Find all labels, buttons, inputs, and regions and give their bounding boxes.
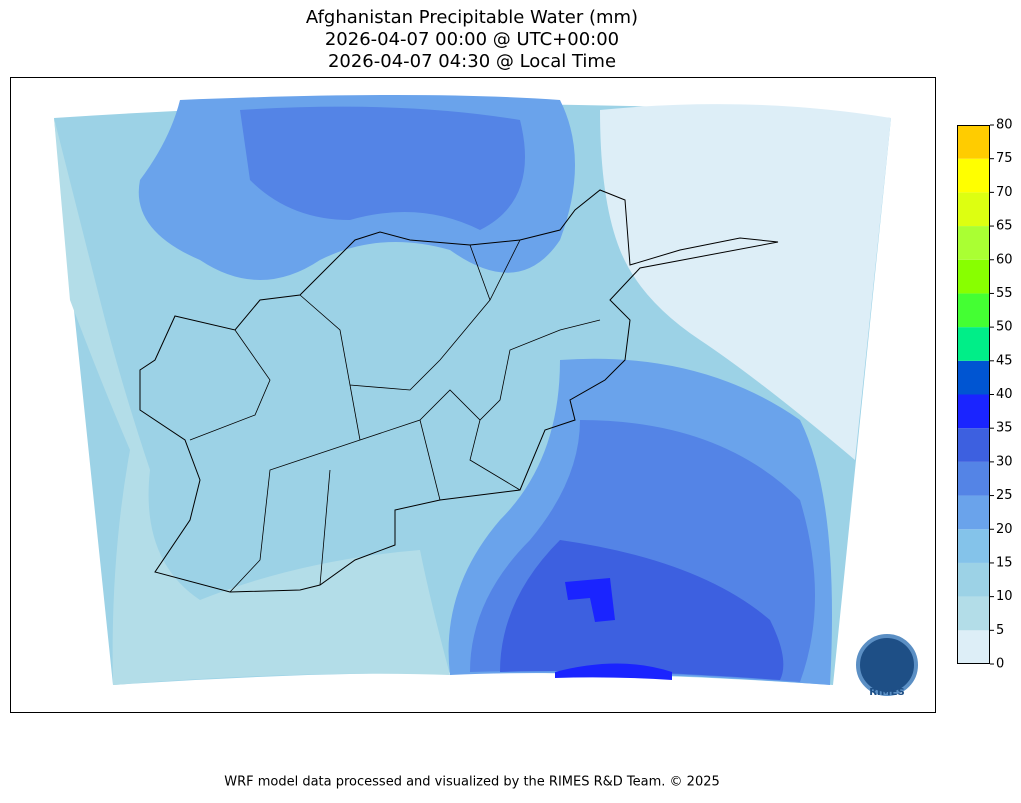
dry-region (54, 118, 450, 685)
colorbar-tick-label: 45 (996, 353, 1013, 368)
colorbar-tick-label: 35 (996, 421, 1013, 436)
colorbar-tick-label: 15 (996, 555, 1013, 570)
colorbar-tick-label: 80 (996, 118, 1013, 133)
colorbar-segment (957, 327, 990, 361)
dry-region (600, 104, 891, 460)
title-line: 2026-04-07 04:30 @ Local Time (328, 51, 616, 72)
colorbar-tick-label: 30 (996, 454, 1013, 469)
colorbar-tick-label: 10 (996, 589, 1013, 604)
footer: WRF model data processed and visualized … (224, 775, 720, 790)
colorbar-segment (957, 192, 990, 227)
colorbar-frame (957, 125, 990, 664)
title-line: Afghanistan Precipitable Water (mm) (306, 7, 638, 28)
colorbar-segment (957, 259, 990, 294)
colorbar-segment (957, 630, 990, 664)
colorbar-segment (957, 461, 990, 496)
colorbar-tick-label: 40 (996, 387, 1013, 402)
colorbar-tick-label: 60 (996, 252, 1013, 267)
province-border (189, 239, 601, 593)
colorbar-tick-label: 5 (996, 623, 1004, 638)
colorbar-segment (957, 495, 990, 530)
colorbar-segment (957, 529, 990, 563)
colorbar-tick-label: 20 (996, 522, 1013, 537)
country-border (139, 189, 779, 593)
colorbar: 0 5 10 15 20 25 30 35 40 45 50 55 60 65 70 75 80 (957, 118, 1013, 672)
colorbar-segment (957, 596, 990, 631)
max-region (565, 578, 615, 622)
colorbar-tick-label: 0 (996, 657, 1004, 672)
logo-emblem (856, 634, 918, 696)
colorbar-segment (957, 428, 990, 462)
colorbar-segment (957, 360, 990, 395)
colorbar-tick-label: 25 (996, 488, 1013, 503)
colorbar-segment (957, 226, 990, 260)
moist-region (240, 106, 525, 230)
colorbar-tick-label: 70 (996, 185, 1013, 200)
colorbar-tick-label: 55 (996, 286, 1013, 301)
title-line: 2026-04-07 00:00 @ UTC+00:00 (325, 29, 619, 50)
colorbar-segment (957, 293, 990, 328)
moist-region (500, 540, 784, 680)
colorbar-tick-label: 65 (996, 219, 1013, 234)
logo-text: RIMES (869, 687, 904, 698)
colorbar-segment (957, 158, 990, 193)
colorbar-segment (957, 125, 990, 159)
colorbar-tick-label: 50 (996, 320, 1013, 335)
colorbar-segment (957, 562, 990, 597)
colorbar-tick-label: 75 (996, 151, 1013, 166)
colorbar-segment (957, 394, 990, 429)
map: RIMES (54, 95, 918, 698)
max-region (555, 663, 672, 680)
